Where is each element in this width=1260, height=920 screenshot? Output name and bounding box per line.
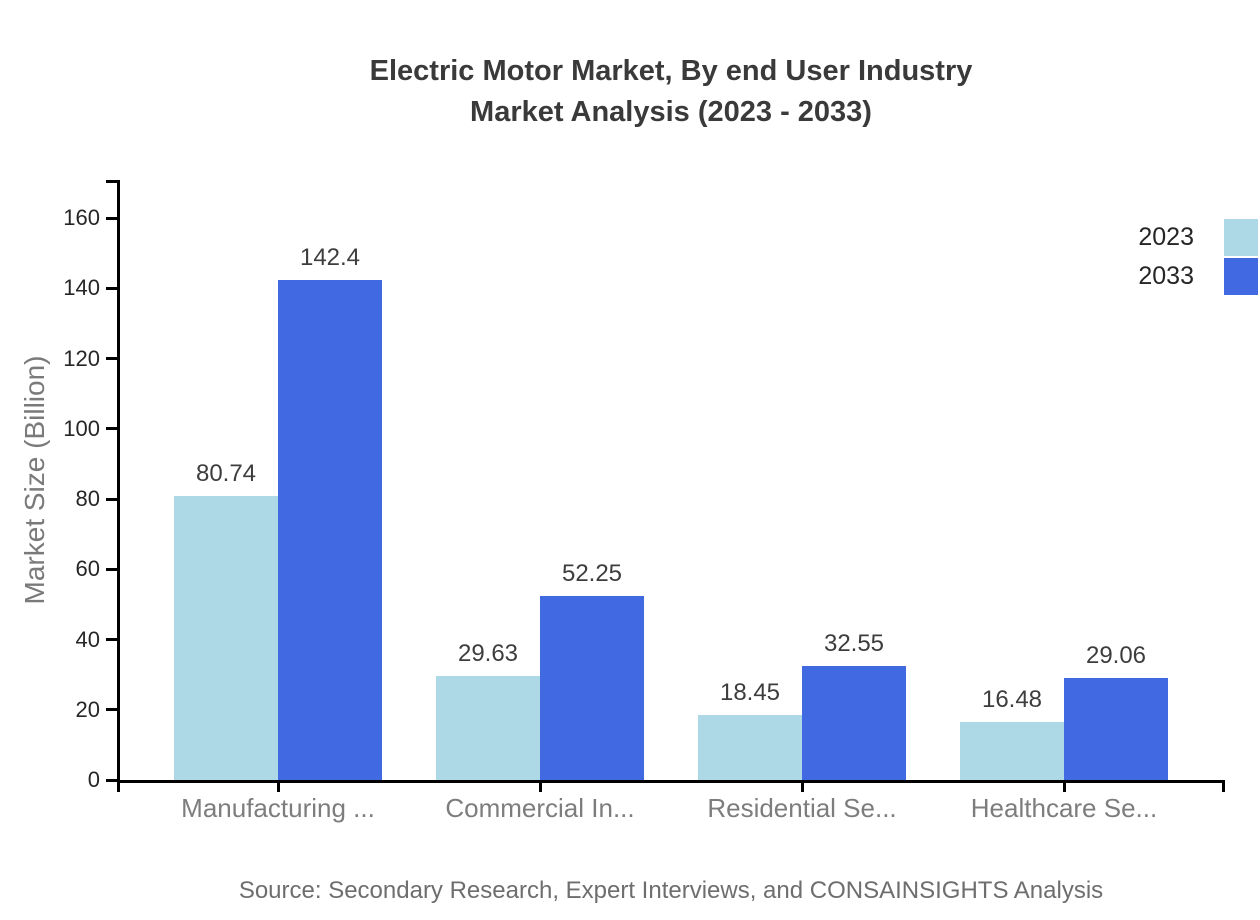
legend-label: 2023 — [1138, 223, 1194, 251]
x-axis-end-tick — [1222, 781, 1225, 792]
bar-2023-category-4 — [960, 722, 1064, 780]
legend: 2023 2033 — [1138, 219, 1258, 295]
y-axis-tick-label: 140 — [63, 275, 100, 301]
y-axis-tick-label: 80 — [75, 486, 100, 511]
bar-2033-category-4 — [1064, 677, 1168, 780]
y-axis-tick — [106, 357, 118, 360]
y-axis-tick-label: 60 — [75, 556, 100, 582]
legend-item-2023: 2023 — [1138, 219, 1258, 256]
y-axis-tick — [106, 427, 118, 431]
legend-item-2033: 2033 — [1138, 258, 1258, 295]
bar-value-label: 80.74 — [195, 460, 257, 488]
x-axis-category-label: Commercial In... — [445, 793, 635, 823]
bar-value-label: 32.55 — [823, 629, 885, 657]
y-axis-tick — [106, 708, 118, 712]
bar-value-label: 142.4 — [299, 243, 361, 271]
y-axis-tick-label: 0 — [87, 767, 100, 792]
chart-title: Electric Motor Market, By end User Indus… — [120, 51, 1222, 133]
bar-2033-category-2 — [540, 596, 644, 780]
y-axis-tick — [106, 497, 118, 501]
y-axis-tick — [106, 567, 118, 571]
bar-2023-category-2 — [436, 675, 540, 780]
chart-title-line1: Electric Motor Market, By end User Indus… — [369, 55, 973, 87]
bar-2023-category-1 — [174, 496, 278, 780]
bar-value-label: 29.06 — [1085, 641, 1147, 669]
y-axis-tick-label: 40 — [75, 626, 100, 652]
bar-2023-category-3 — [698, 715, 802, 780]
bar-value-label: 52.25 — [561, 560, 623, 588]
y-axis-tick-label: 20 — [75, 696, 100, 722]
legend-swatch — [1224, 219, 1258, 256]
x-axis-tick — [1062, 781, 1066, 792]
y-axis-top-cap — [106, 180, 120, 183]
x-axis-tick — [800, 781, 804, 792]
x-axis-tick — [538, 781, 542, 792]
legend-label: 2033 — [1138, 262, 1194, 290]
bar-2033-category-3 — [802, 665, 906, 780]
y-axis-tick — [106, 638, 118, 641]
legend-swatch — [1224, 258, 1258, 295]
x-axis-category-label: Manufacturing ... — [181, 793, 375, 823]
y-axis-tick-label: 100 — [63, 415, 100, 441]
bar-2033-category-1 — [278, 279, 382, 780]
y-axis-tick — [106, 286, 118, 290]
y-axis-line — [117, 180, 120, 792]
chart-title-line2: Market Analysis (2023 - 2033) — [470, 96, 872, 128]
x-axis-tick — [276, 781, 280, 792]
x-axis-line — [117, 780, 1225, 783]
x-axis-category-label: Residential Se... — [707, 793, 897, 823]
bar-value-label: 29.63 — [457, 639, 519, 667]
source-note: Source: Secondary Research, Expert Inter… — [238, 877, 1104, 904]
y-axis-tick-label: 120 — [63, 345, 100, 371]
y-axis-tick — [106, 216, 118, 220]
bar-value-label: 18.45 — [719, 679, 781, 707]
y-axis-tick-label: 160 — [63, 205, 100, 230]
bar-value-label: 16.48 — [981, 686, 1043, 714]
y-axis-tick — [106, 778, 118, 782]
x-axis-category-label: Healthcare Se... — [970, 793, 1158, 823]
